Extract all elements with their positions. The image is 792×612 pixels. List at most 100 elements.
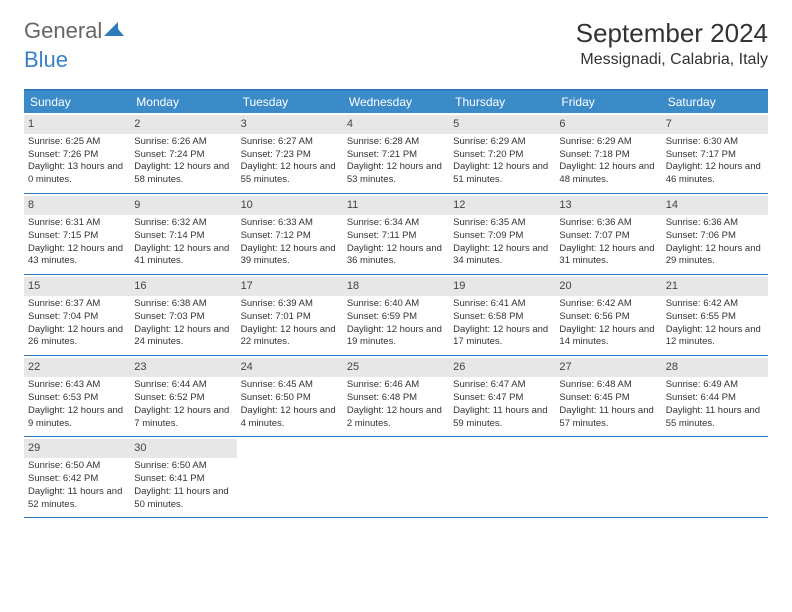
day-cell: 5Sunrise: 6:29 AMSunset: 7:20 PMDaylight… [449, 113, 555, 193]
day-cell: 1 Sunrise: 6:25 AMSunset: 7:26 PMDaylight… [24, 113, 130, 193]
daylight-text: Daylight: 12 hours and 41 minutes. [134, 243, 232, 269]
sunset-text: Sunset: 6:55 PM [666, 311, 764, 324]
day-cell: 30Sunrise: 6:50 AMSunset: 6:41 PMDayligh… [130, 437, 236, 517]
daylight-text: Daylight: 12 hours and 24 minutes. [134, 324, 232, 350]
sunrise-text: Sunrise: 6:27 AM [241, 136, 339, 149]
sunset-text: Sunset: 7:23 PM [241, 149, 339, 162]
weekday-sun: Sunday [24, 91, 130, 113]
sunrise-text: Sunrise: 6:42 AM [666, 298, 764, 311]
daylight-text: Daylight: 12 hours and 14 minutes. [559, 324, 657, 350]
day-number: 23 [130, 358, 236, 377]
day-cell: 17Sunrise: 6:39 AMSunset: 7:01 PMDayligh… [237, 275, 343, 355]
day-number: 7 [662, 115, 768, 134]
sunrise-text: Sunrise: 6:36 AM [559, 217, 657, 230]
sunset-text: Sunset: 7:03 PM [134, 311, 232, 324]
sunset-text: Sunset: 6:53 PM [28, 392, 126, 405]
day-cell: . [237, 437, 343, 517]
sunset-text: Sunset: 7:26 PM [28, 149, 126, 162]
day-number: 27 [555, 358, 661, 377]
daylight-text: Daylight: 12 hours and 36 minutes. [347, 243, 445, 269]
sunset-text: Sunset: 7:17 PM [666, 149, 764, 162]
day-cell: 13 Sunrise: 6:36 AMSunset: 7:07 PMDayligh… [555, 194, 661, 274]
daylight-text: Daylight: 11 hours and 50 minutes. [134, 486, 232, 512]
sunrise-text: Sunrise: 6:42 AM [559, 298, 657, 311]
day-number: 3 [237, 115, 343, 134]
day-number: 2 [130, 115, 236, 134]
sunrise-text: Sunrise: 6:25 AM [28, 136, 126, 149]
day-number: 21 [662, 277, 768, 296]
sunset-text: Sunset: 6:56 PM [559, 311, 657, 324]
sunset-text: Sunset: 6:52 PM [134, 392, 232, 405]
weekday-sat: Saturday [662, 91, 768, 113]
day-number: 29 [24, 439, 130, 458]
daylight-text: Daylight: 12 hours and 46 minutes. [666, 161, 764, 187]
sunset-text: Sunset: 6:59 PM [347, 311, 445, 324]
sunset-text: Sunset: 7:11 PM [347, 230, 445, 243]
day-cell: 20 Sunrise: 6:42 AMSunset: 6:56 PMDayligh… [555, 275, 661, 355]
sunset-text: Sunset: 7:14 PM [134, 230, 232, 243]
day-cell: 24Sunrise: 6:45 AMSunset: 6:50 PMDayligh… [237, 356, 343, 436]
day-number: 25 [343, 358, 449, 377]
day-number: 6 [555, 115, 661, 134]
day-number: 14 [662, 196, 768, 215]
day-cell: 16Sunrise: 6:38 AMSunset: 7:03 PMDayligh… [130, 275, 236, 355]
daylight-text: Daylight: 12 hours and 31 minutes. [559, 243, 657, 269]
sunrise-text: Sunrise: 6:50 AM [28, 460, 126, 473]
day-number: 9 [130, 196, 236, 215]
daylight-text: Daylight: 11 hours and 55 minutes. [666, 405, 764, 431]
day-cell: 22Sunrise: 6:43 AMSunset: 6:53 PMDayligh… [24, 356, 130, 436]
day-number: 16 [130, 277, 236, 296]
weekday-mon: Monday [130, 91, 236, 113]
daylight-text: Daylight: 12 hours and 39 minutes. [241, 243, 339, 269]
sunrise-text: Sunrise: 6:39 AM [241, 298, 339, 311]
sunset-text: Sunset: 6:45 PM [559, 392, 657, 405]
day-number: 18 [343, 277, 449, 296]
daylight-text: Daylight: 11 hours and 52 minutes. [28, 486, 126, 512]
sunrise-text: Sunrise: 6:47 AM [453, 379, 551, 392]
day-cell: 3 Sunrise: 6:27 AMSunset: 7:23 PMDaylight… [237, 113, 343, 193]
daylight-text: Daylight: 12 hours and 4 minutes. [241, 405, 339, 431]
day-cell: . [662, 437, 768, 517]
daylight-text: Daylight: 12 hours and 34 minutes. [453, 243, 551, 269]
sunrise-text: Sunrise: 6:35 AM [453, 217, 551, 230]
sunrise-text: Sunrise: 6:45 AM [241, 379, 339, 392]
sunset-text: Sunset: 7:09 PM [453, 230, 551, 243]
weekday-thu: Thursday [449, 91, 555, 113]
day-cell: 15Sunrise: 6:37 AMSunset: 7:04 PMDayligh… [24, 275, 130, 355]
sunrise-text: Sunrise: 6:40 AM [347, 298, 445, 311]
day-number: 1 [24, 115, 130, 134]
day-cell: 12Sunrise: 6:35 AMSunset: 7:09 PMDayligh… [449, 194, 555, 274]
day-cell: 27Sunrise: 6:48 AMSunset: 6:45 PMDayligh… [555, 356, 661, 436]
sunrise-text: Sunrise: 6:29 AM [453, 136, 551, 149]
week-row: 1Sunrise: 6:25 AMSunset: 7:26 PMDaylight… [24, 113, 768, 194]
daylight-text: Daylight: 12 hours and 2 minutes. [347, 405, 445, 431]
day-cell: 26Sunrise: 6:47 AMSunset: 6:47 PMDayligh… [449, 356, 555, 436]
day-cell: 14Sunrise: 6:36 AMSunset: 7:06 PMDayligh… [662, 194, 768, 274]
sunset-text: Sunset: 7:15 PM [28, 230, 126, 243]
day-cell: 9Sunrise: 6:32 AMSunset: 7:14 PMDaylight… [130, 194, 236, 274]
weekday-fri: Friday [555, 91, 661, 113]
sunset-text: Sunset: 7:07 PM [559, 230, 657, 243]
day-number: 5 [449, 115, 555, 134]
daylight-text: Daylight: 13 hours and 0 minutes. [28, 161, 126, 187]
day-number: 8 [24, 196, 130, 215]
sunrise-text: Sunrise: 6:33 AM [241, 217, 339, 230]
sunset-text: Sunset: 6:47 PM [453, 392, 551, 405]
sunrise-text: Sunrise: 6:49 AM [666, 379, 764, 392]
sunrise-text: Sunrise: 6:28 AM [347, 136, 445, 149]
week-row: 22Sunrise: 6:43 AMSunset: 6:53 PMDayligh… [24, 356, 768, 437]
day-number: 20 [555, 277, 661, 296]
daylight-text: Daylight: 12 hours and 17 minutes. [453, 324, 551, 350]
daylight-text: Daylight: 12 hours and 58 minutes. [134, 161, 232, 187]
daylight-text: Daylight: 11 hours and 59 minutes. [453, 405, 551, 431]
week-row: 15Sunrise: 6:37 AMSunset: 7:04 PMDayligh… [24, 275, 768, 356]
daylight-text: Daylight: 12 hours and 29 minutes. [666, 243, 764, 269]
day-number: 4 [343, 115, 449, 134]
daylight-text: Daylight: 12 hours and 7 minutes. [134, 405, 232, 431]
day-number: 13 [555, 196, 661, 215]
sunrise-text: Sunrise: 6:31 AM [28, 217, 126, 230]
day-number: 28 [662, 358, 768, 377]
sunset-text: Sunset: 7:06 PM [666, 230, 764, 243]
daylight-text: Daylight: 12 hours and 55 minutes. [241, 161, 339, 187]
sunset-text: Sunset: 6:41 PM [134, 473, 232, 486]
